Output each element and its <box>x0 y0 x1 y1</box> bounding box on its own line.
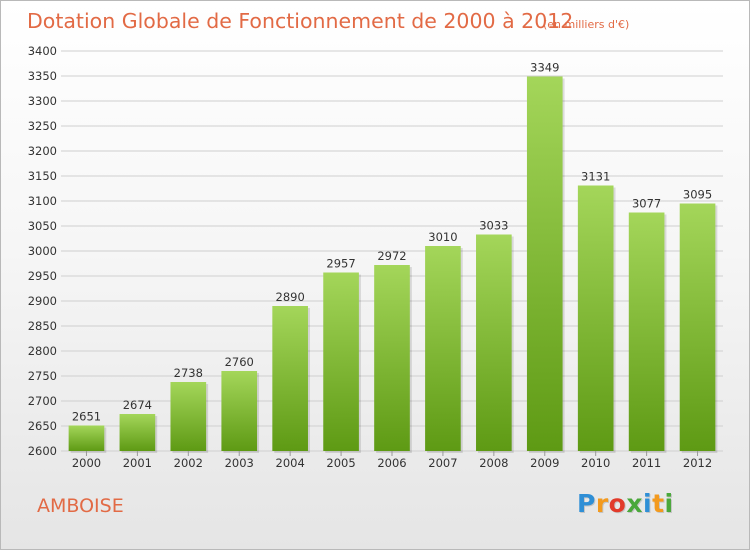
y-tick-label: 2950 <box>28 269 57 283</box>
y-tick-label: 2800 <box>28 344 57 358</box>
y-tick-label: 3350 <box>28 69 57 83</box>
bar <box>679 203 716 451</box>
bar <box>170 382 207 451</box>
bar <box>323 272 359 451</box>
data-label: 3077 <box>632 197 661 211</box>
x-tick-label: 2001 <box>123 456 152 470</box>
data-label: 3033 <box>479 219 508 233</box>
bar <box>526 76 563 451</box>
data-label: 2972 <box>377 249 406 263</box>
y-tick-label: 3400 <box>28 44 57 58</box>
bar <box>221 371 258 451</box>
data-label: 2651 <box>72 410 101 424</box>
y-tick-label: 2650 <box>28 419 57 433</box>
x-tick-label: 2002 <box>174 456 203 470</box>
commune-name: AMBOISE <box>37 495 124 517</box>
x-tick-label: 2011 <box>632 456 661 470</box>
data-label: 3010 <box>428 230 457 244</box>
bars <box>68 76 718 453</box>
bar <box>272 306 308 451</box>
y-axis-ticks: 2600 2650 2700 2750 2800 2850 2900 2950 3000 3050… <box>28 44 57 458</box>
x-tick-label: 2012 <box>683 456 712 470</box>
logo-letter: x <box>626 489 643 518</box>
data-label: 2674 <box>123 398 152 412</box>
data-label: 2957 <box>326 257 355 271</box>
data-label: 3131 <box>581 170 610 184</box>
y-tick-label: 3100 <box>28 194 57 208</box>
bar <box>425 246 461 451</box>
y-tick-label: 2700 <box>28 394 57 408</box>
logo-letter: P <box>577 489 596 518</box>
bar <box>119 414 156 451</box>
data-label: 3095 <box>683 188 712 202</box>
bar <box>476 234 512 451</box>
proxiti-logo[interactable]: Proxiti <box>577 489 674 518</box>
x-tick-label: 2004 <box>276 456 305 470</box>
x-tick-label: 2000 <box>72 456 101 470</box>
bar <box>68 425 105 451</box>
chart-subtitle: (en milliers d'€) <box>543 18 630 31</box>
logo-letter: i <box>643 489 653 518</box>
x-axis-ticks: 2000 2001 2002 2003 2004 2005 2006 2007 2008 2009… <box>72 451 712 470</box>
y-tick-label: 3150 <box>28 169 57 183</box>
x-tick-label: 2003 <box>225 456 254 470</box>
data-labels: 2651 2674 2738 2760 2890 2957 2972 3010 3033 3349… <box>72 61 712 424</box>
y-tick-label: 2900 <box>28 294 57 308</box>
y-tick-label: 2850 <box>28 319 57 333</box>
y-tick-label: 2600 <box>28 444 57 458</box>
data-label: 2890 <box>276 290 305 304</box>
y-tick-label: 3200 <box>28 144 57 158</box>
logo-letter: i <box>664 489 674 518</box>
y-tick-label: 3000 <box>28 244 57 258</box>
x-tick-label: 2007 <box>428 456 457 470</box>
y-tick-label: 3300 <box>28 94 57 108</box>
y-tick-label: 3250 <box>28 119 57 133</box>
data-label: 2760 <box>225 355 254 369</box>
chart-title: Dotation Globale de Fonctionnement de 20… <box>27 9 574 33</box>
y-tick-label: 2750 <box>28 369 57 383</box>
y-tick-label: 3050 <box>28 219 57 233</box>
bar <box>374 265 410 451</box>
x-tick-label: 2008 <box>479 456 508 470</box>
x-tick-label: 2006 <box>377 456 406 470</box>
data-label: 3349 <box>530 61 559 75</box>
logo-letter: o <box>608 489 627 518</box>
data-label: 2738 <box>174 366 203 380</box>
logo-letter: t <box>652 489 665 518</box>
bar <box>628 212 665 451</box>
logo-letter: r <box>595 489 609 518</box>
x-tick-label: 2005 <box>326 456 355 470</box>
bar <box>577 185 614 451</box>
x-tick-label: 2010 <box>581 456 610 470</box>
x-tick-label: 2009 <box>530 456 559 470</box>
